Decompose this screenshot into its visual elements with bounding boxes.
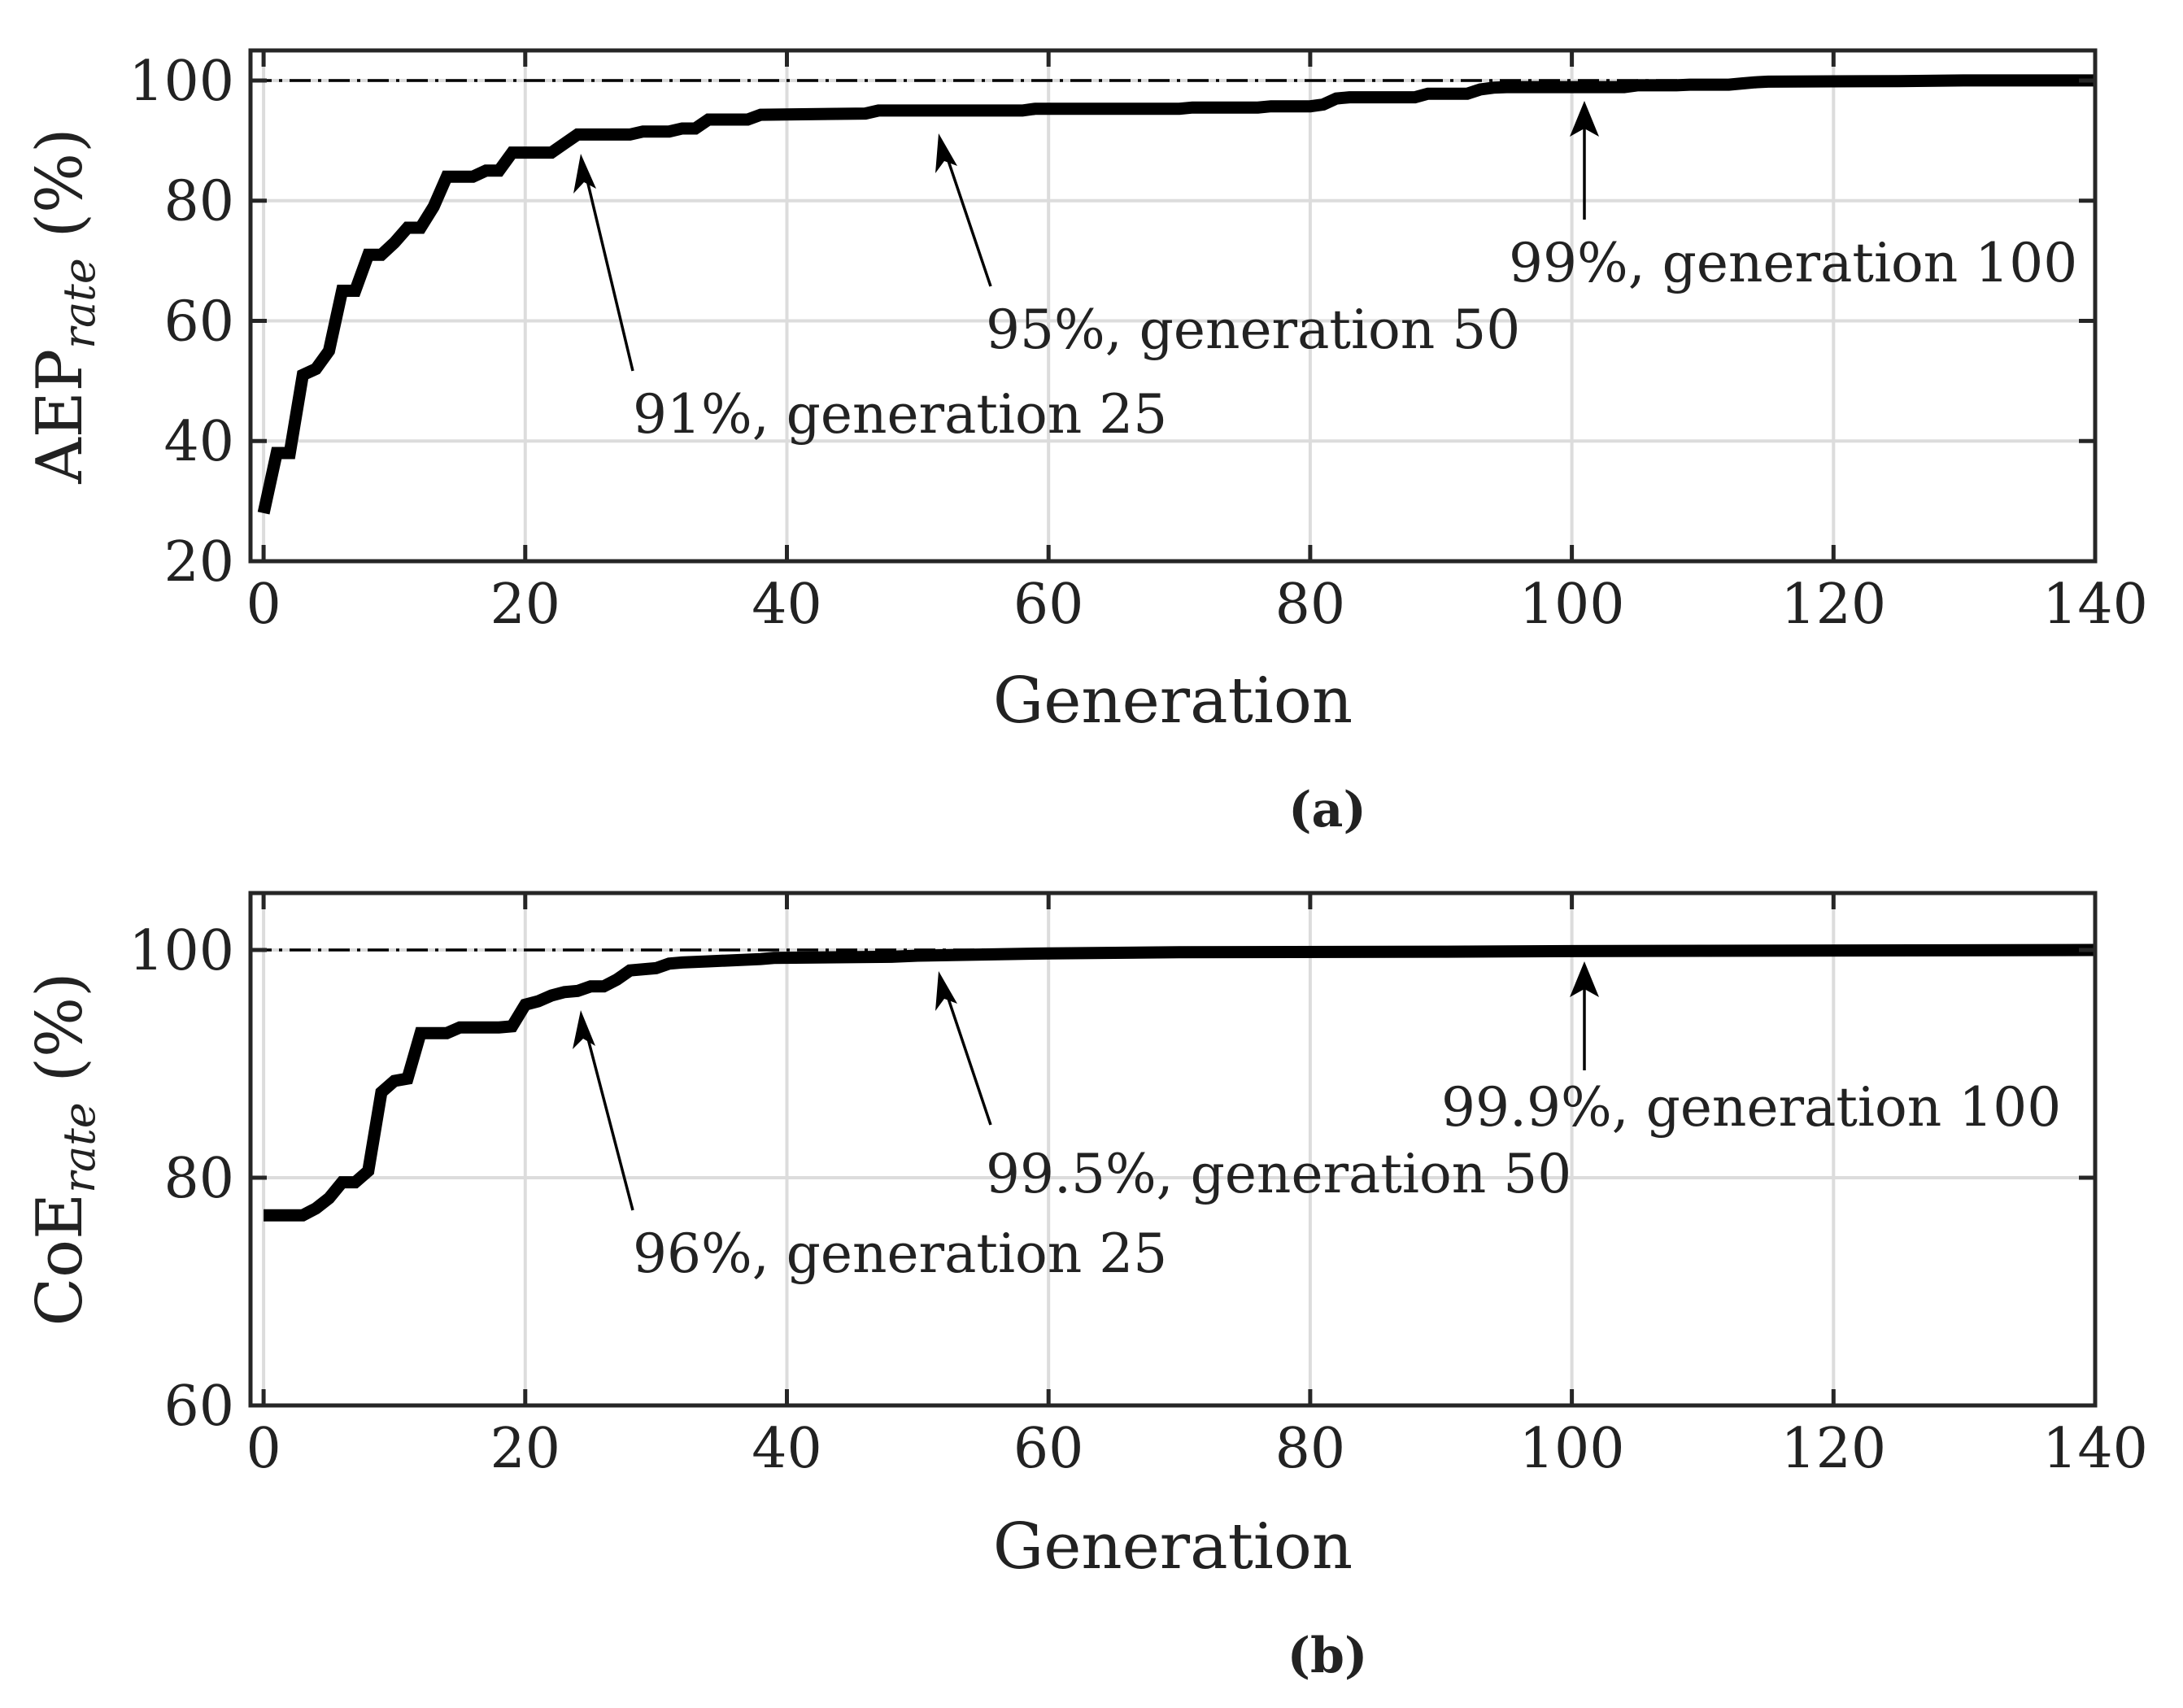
series-line-CoE_rate (264, 943, 2096, 1222)
panel-b-coe-chart: 96%, generation 25 99.5%, generation 50 … (24, 891, 2148, 1684)
panel-a-aep-chart: 91%, generation 25 95%, generation 50 99… (24, 48, 2148, 839)
panel-b-series (264, 943, 2096, 1222)
x-tick-label: 20 (490, 573, 561, 637)
annotation-arrow (942, 146, 992, 287)
panel-a-label: (a) (1288, 782, 1366, 839)
panel-b-y-axis-label: CoErate (%) (24, 972, 105, 1326)
panel-b-ticks (251, 893, 2098, 1408)
annotation-arrowhead (573, 1010, 595, 1049)
panel-a-plot-frame (248, 48, 2098, 564)
annotation-arrowhead (935, 133, 957, 173)
panel-a-annotation-3: 99%, generation 100 (1509, 101, 2077, 294)
annotation-arrow (942, 983, 992, 1126)
x-tick-label: 120 (1780, 573, 1886, 637)
annotation-text: 99.5%, generation 50 (986, 1143, 1571, 1205)
panel-b-plot-frame (248, 891, 2098, 1408)
panel-b-annotation-1: 96%, generation 25 (573, 1010, 1167, 1285)
y-tick-label: 100 (129, 50, 234, 114)
panel-a-x-axis-label: Generation (993, 664, 1353, 738)
panel-a-series (257, 74, 2095, 515)
x-tick-label: 40 (752, 573, 822, 637)
panel-b-annotation-2: 99.5%, generation 50 (935, 971, 1571, 1205)
x-tick-label: 100 (1519, 1417, 1625, 1481)
x-tick-label: 140 (2042, 1417, 2148, 1481)
panel-b-annotation-3: 99.9%, generation 100 (1441, 961, 2061, 1139)
y-tick-label: 40 (163, 410, 234, 474)
y-label-space (24, 237, 97, 258)
x-tick-label: 60 (1013, 573, 1084, 637)
x-tick-label: 100 (1519, 573, 1625, 637)
panel-a-annotation-2: 95%, generation 50 (935, 133, 1520, 361)
annotation-arrowhead (1570, 961, 1599, 997)
panel-a-ticks (251, 50, 2098, 564)
annotation-text: 96%, generation 25 (633, 1222, 1167, 1285)
y-label-space (24, 1082, 97, 1102)
panel-a-annotation-1: 91%, generation 25 (573, 154, 1167, 446)
x-tick-label: 20 (490, 1417, 561, 1481)
x-tick-label: 0 (246, 1417, 281, 1481)
y-label-main: CoE (24, 1193, 97, 1327)
panel-a-y-axis-label: AEPrate (%) (24, 128, 105, 484)
x-tick-label: 80 (1275, 1417, 1346, 1481)
annotation-text: 99%, generation 100 (1509, 232, 2077, 294)
annotation-arrowhead (1570, 101, 1599, 137)
y-label-main: AEP (24, 349, 97, 485)
panel-b-x-axis-label: Generation (993, 1510, 1353, 1584)
y-tick-label: 60 (163, 290, 234, 354)
y-tick-label: 60 (163, 1375, 234, 1439)
x-tick-label: 40 (752, 1417, 822, 1481)
annotation-text: 95%, generation 50 (986, 298, 1520, 361)
y-label-unit: (%) (24, 972, 97, 1082)
annotation-arrowhead (935, 971, 957, 1011)
y-tick-label: 80 (163, 1147, 234, 1211)
series-line-AEP_rate (257, 74, 2095, 515)
panel-b-annotations: 96%, generation 25 99.5%, generation 50 … (573, 961, 2061, 1285)
x-tick-label: 80 (1275, 573, 1346, 637)
panel-b-label: (b) (1288, 1627, 1368, 1684)
y-label-subscript: rate (54, 1102, 105, 1193)
y-tick-label: 20 (163, 530, 234, 595)
panel-b-tick-labels: 0 20 40 60 80 100 120 140 60 80 100 (129, 919, 2148, 1481)
panel-a-annotations: 91%, generation 25 95%, generation 50 99… (573, 101, 2077, 446)
x-tick-label: 0 (246, 573, 281, 637)
y-tick-label: 100 (129, 919, 234, 983)
annotation-arrow (582, 166, 634, 372)
annotation-arrow (582, 1022, 634, 1211)
x-tick-label: 60 (1013, 1417, 1084, 1481)
annotation-text: 99.9%, generation 100 (1441, 1076, 2061, 1139)
x-tick-label: 140 (2042, 573, 2148, 637)
x-tick-label: 120 (1780, 1417, 1886, 1481)
annotation-text: 91%, generation 25 (633, 383, 1167, 446)
y-label-unit: (%) (24, 128, 97, 237)
annotation-arrowhead (573, 154, 596, 194)
y-tick-label: 80 (163, 170, 234, 234)
y-label-subscript: rate (54, 258, 105, 349)
